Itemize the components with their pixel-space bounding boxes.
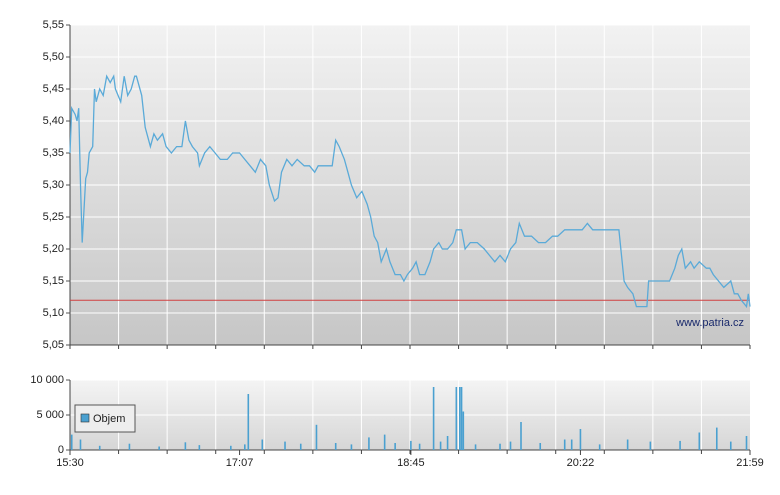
volume-bar [98, 445, 101, 450]
volume-bar [368, 437, 370, 450]
y-tick-label: 5,40 [43, 115, 64, 127]
volume-bar [418, 443, 421, 450]
volume-bar [261, 439, 264, 450]
y-tick-label: 5,15 [43, 275, 64, 287]
y-tick-label: 5,45 [43, 83, 64, 95]
volume-bar [350, 444, 353, 450]
volume-bar [509, 441, 512, 450]
y-tick-label: 5,10 [43, 307, 64, 319]
volume-bar [459, 387, 461, 450]
volume-bar [383, 434, 386, 450]
volume-bar [446, 436, 449, 450]
volume-bar [158, 446, 160, 450]
volume-bar [439, 441, 442, 450]
volume-bar [698, 432, 701, 450]
volume-bar [299, 443, 302, 450]
volume-bar [460, 387, 463, 450]
y-tick-label: 5,30 [43, 179, 64, 191]
volume-bar [499, 443, 501, 450]
volume-bar [128, 443, 131, 450]
volume-bar [579, 429, 582, 450]
volume-bar [474, 444, 477, 450]
y-tick-label: 5,50 [43, 51, 64, 63]
volume-bar [70, 434, 73, 450]
legend-swatch [80, 413, 90, 423]
y-tick-label: 5,35 [43, 147, 64, 159]
volume-bar [432, 387, 435, 450]
volume-bar [284, 441, 286, 450]
y-tick-label: 5,25 [43, 211, 64, 223]
volume-bar [520, 422, 522, 450]
y-tick-label: 5,05 [43, 339, 64, 351]
legend-label: Objem [93, 413, 125, 425]
volume-bar [570, 439, 573, 450]
y-tick-label: 5 000 [36, 409, 64, 421]
x-tick-label: 17:07 [226, 457, 254, 469]
volume-bar [198, 445, 201, 450]
watermark: www.patria.cz [675, 317, 744, 329]
y-tick-label: 5,20 [43, 243, 64, 255]
volume-bar [184, 442, 187, 450]
volume-bar [563, 439, 566, 450]
volume-bar [410, 440, 412, 450]
volume-bar [462, 411, 465, 450]
volume-bar [715, 427, 718, 450]
volume-bar [79, 439, 82, 450]
volume-bar [626, 439, 629, 450]
volume-bar [455, 387, 458, 450]
volume-bar [315, 424, 318, 450]
volume-bar [334, 443, 337, 450]
volume-bar [598, 444, 601, 450]
y-tick-label: 0 [58, 444, 64, 456]
volume-bar [649, 441, 652, 450]
x-tick-label: 15:30 [56, 457, 84, 469]
y-tick-label: 5,55 [43, 19, 64, 31]
volume-bar [230, 445, 232, 450]
volume-bar [539, 443, 542, 450]
x-tick-label: 21:59 [736, 457, 764, 469]
price-line [69, 74, 751, 309]
y-tick-label: 10 000 [30, 374, 64, 386]
volume-bar [745, 436, 748, 450]
volume-bar [729, 441, 732, 450]
volume-bar [394, 443, 396, 450]
x-tick-label: 20:22 [567, 457, 595, 469]
volume-bar [247, 394, 250, 450]
volume-bar [244, 444, 246, 450]
volume-bar [679, 440, 681, 450]
x-tick-label: 18:45 [397, 457, 425, 469]
